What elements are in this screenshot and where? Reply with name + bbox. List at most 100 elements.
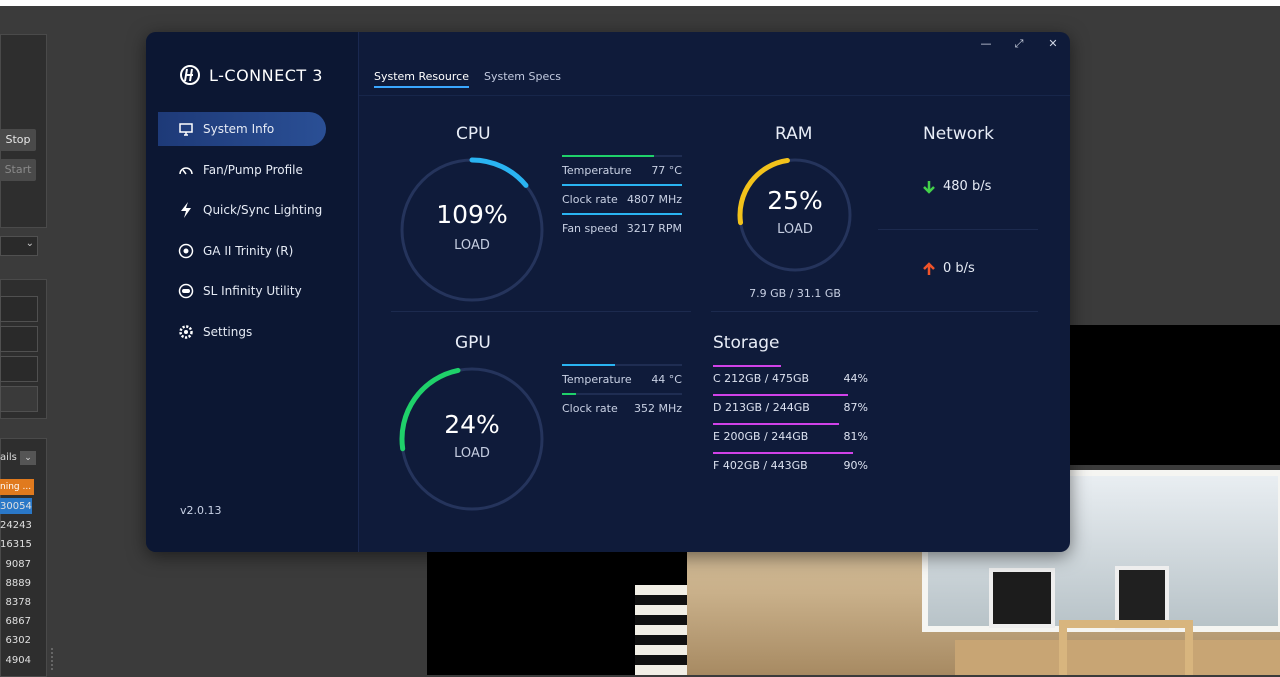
nav-sl-infinity-utility[interactable]: SL Infinity Utility: [158, 274, 326, 308]
photo-frame-right: [1115, 566, 1169, 630]
ram-load-value: 25%: [767, 186, 823, 215]
nav-quick-sync-lighting[interactable]: Quick/Sync Lighting: [158, 193, 326, 227]
maximize-icon[interactable]: ⤢: [1014, 37, 1024, 50]
gpu-load-arc: [399, 366, 545, 512]
gpu-temperature-bar: [562, 364, 615, 366]
photo-frame-left: [989, 568, 1055, 628]
minimize-icon[interactable]: —: [980, 37, 992, 50]
background-number-item: 6867: [5, 616, 31, 628]
network-divider: [878, 229, 1038, 230]
metric-label: Temperature: [562, 164, 632, 177]
background-details-toggle[interactable]: ⌄: [20, 451, 36, 465]
nav-system-info[interactable]: System Info: [158, 112, 326, 146]
tab-system-resource[interactable]: System Resource: [374, 70, 469, 88]
background-number-item: 8889: [5, 577, 31, 589]
cpu-load-ring: [399, 157, 545, 303]
metric-value: 77 °C: [651, 164, 682, 177]
nav-ga-ii-trinity[interactable]: GA II Trinity (R): [158, 234, 326, 268]
background-number-item: 8378: [5, 597, 31, 608]
storage-drive-c: C 212GB / 475GB 44%: [713, 365, 868, 394]
nav-fan-pump-profile[interactable]: Fan/Pump Profile: [158, 153, 326, 187]
storage-title: Storage: [713, 333, 780, 353]
gpu-title: GPU: [455, 333, 491, 353]
cpu-clock-bar: [562, 184, 682, 186]
cpu-clock-metric: Clock rate 4807 MHz: [562, 184, 682, 213]
chevron-down-icon: ⌄: [25, 238, 34, 249]
lianli-logo-icon: [180, 65, 200, 85]
infinity-circle-icon: [178, 283, 194, 299]
storage-bar: [713, 452, 853, 454]
gpu-load-label: LOAD: [454, 446, 490, 461]
ram-usage: 7.9 GB / 31.1 GB: [749, 287, 841, 300]
nav-label: Settings: [203, 325, 253, 339]
background-start-button[interactable]: Start: [0, 159, 36, 181]
storage-drive-e: E 200GB / 244GB 81%: [713, 423, 868, 452]
background-striped-thumbnail: [635, 585, 687, 675]
background-stop-button[interactable]: Stop: [0, 129, 36, 151]
background-number-item: 30054: [0, 501, 32, 512]
metric-value: 44 °C: [651, 373, 682, 386]
background-field-4[interactable]: [0, 386, 38, 412]
network-title: Network: [923, 124, 994, 144]
storage-drive-d: D 213GB / 244GB 87%: [713, 394, 868, 423]
photo-chair: [1059, 620, 1193, 675]
network-download: 480 b/s: [922, 179, 991, 194]
gear-icon: [178, 324, 194, 340]
section-divider-right: [711, 311, 1038, 312]
gpu-clock-bar: [562, 393, 577, 395]
storage-percent: 81%: [843, 430, 868, 443]
background-field-1[interactable]: [0, 296, 38, 322]
nav-label: GA II Trinity (R): [203, 244, 294, 258]
gauge-icon: [178, 162, 194, 178]
storage-bar: [713, 423, 839, 425]
background-dropdown[interactable]: ⌄: [0, 236, 38, 256]
background-number-item: 4904: [5, 654, 31, 666]
storage-bar: [713, 394, 848, 396]
background-number-item: 6302: [5, 635, 31, 647]
cpu-load-arc: [399, 157, 545, 303]
app-name: L-CONNECT 3: [209, 65, 323, 85]
app-logo: L-CONNECT 3: [179, 64, 323, 86]
nav-settings[interactable]: Settings: [158, 315, 326, 349]
storage-label: C 212GB / 475GB: [713, 372, 810, 385]
arrow-down-icon: [923, 180, 935, 194]
gpu-load-value: 24%: [444, 410, 500, 439]
gpu-load-ring: [399, 366, 545, 512]
gpu-temperature-metric: Temperature 44 °C: [562, 364, 682, 393]
ram-load-ring: [737, 157, 853, 273]
storage-percent: 44%: [843, 372, 868, 385]
upload-speed: 0 b/s: [943, 261, 975, 276]
nav-label: Fan/Pump Profile: [203, 163, 303, 177]
tab-system-specs[interactable]: System Specs: [483, 70, 561, 83]
storage-bar: [713, 365, 782, 367]
metric-value: 352 MHz: [633, 402, 682, 415]
background-top-strip: [0, 0, 1280, 6]
metric-value: 3217 RPM: [626, 222, 682, 235]
cpu-fan-speed-bar: [562, 213, 682, 215]
storage-label: F 402GB / 443GB: [713, 459, 808, 472]
cpu-temperature-metric: Temperature 77 °C: [562, 155, 682, 184]
lightning-icon: [178, 202, 194, 218]
storage-label: E 200GB / 244GB: [713, 430, 809, 443]
background-running-item[interactable]: ning ...: [0, 479, 34, 495]
background-details-label: ails: [0, 452, 17, 463]
background-resize-grip[interactable]: [51, 648, 57, 670]
sidebar: L-CONNECT 3 System Info Fan/Pump Profile…: [146, 32, 359, 552]
lconnect-window: L-CONNECT 3 System Info Fan/Pump Profile…: [146, 32, 1070, 552]
photo-table: [955, 640, 1280, 675]
fan-circle-icon: [178, 243, 194, 259]
ram-load-label: LOAD: [777, 222, 813, 237]
nav-label: Quick/Sync Lighting: [203, 203, 323, 217]
background-field-2[interactable]: [0, 326, 38, 352]
nav-label: System Info: [203, 122, 275, 136]
metric-value: 4807 MHz: [626, 193, 682, 206]
section-divider-left: [391, 311, 691, 312]
cpu-fan-speed-metric: Fan speed 3217 RPM: [562, 213, 682, 242]
cpu-title: CPU: [456, 124, 491, 144]
monitor-icon: [178, 121, 194, 137]
download-speed: 480 b/s: [943, 179, 992, 194]
cpu-temperature-bar: [562, 155, 655, 157]
close-icon[interactable]: ✕: [1048, 37, 1058, 50]
cpu-load-label: LOAD: [454, 238, 490, 253]
background-field-3[interactable]: [0, 356, 38, 382]
